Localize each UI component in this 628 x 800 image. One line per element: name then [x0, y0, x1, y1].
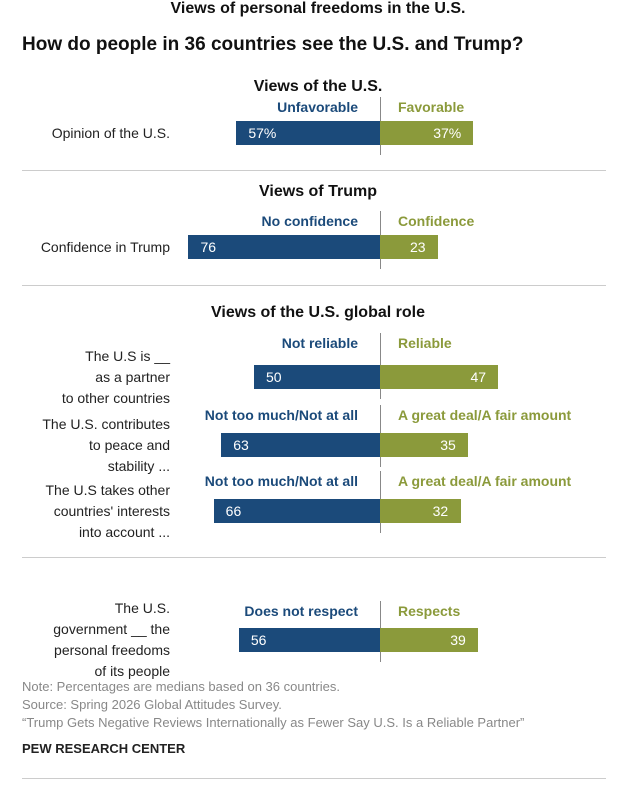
- data-label: 76: [200, 239, 217, 255]
- bar: [221, 433, 380, 457]
- bar: [254, 365, 380, 389]
- data-label: 57%: [248, 125, 277, 141]
- legend-label: A great deal/A fair amount: [398, 407, 572, 423]
- divider: [22, 285, 606, 286]
- legend-label: A great deal/A fair amount: [398, 473, 572, 489]
- legend-label: Favorable: [398, 99, 465, 115]
- data-label: 23: [409, 239, 426, 255]
- category-label: The U.S. government __ the personal free…: [53, 600, 170, 679]
- legend-label: Unfavorable: [277, 99, 358, 115]
- legend-label: Not too much/Not at all: [204, 473, 358, 489]
- data-label: 66: [225, 503, 242, 519]
- org: PEW RESEARCH CENTER: [22, 741, 186, 756]
- section-title: Views of the U.S. global role: [211, 304, 425, 321]
- bar: [380, 235, 438, 259]
- source: Source: Spring 2026 Global Attitudes Sur…: [22, 697, 282, 712]
- bar: [380, 365, 499, 389]
- data-label: 35: [440, 437, 456, 453]
- section-title: Views of Trump: [259, 183, 377, 200]
- data-label: 32: [432, 503, 449, 519]
- note: Note: Percentages are medians based on 3…: [22, 679, 340, 694]
- data-label: 37%: [433, 125, 462, 141]
- bar: [236, 121, 380, 145]
- category-label: The U.S is __ as a partner to other coun…: [61, 347, 170, 406]
- legend-label: No confidence: [261, 213, 358, 229]
- divider: [22, 557, 606, 558]
- legend-label: Not reliable: [281, 335, 358, 351]
- data-label: 47: [470, 369, 487, 385]
- category-label: Opinion of the U.S.: [51, 124, 170, 141]
- legend-label: Reliable: [398, 335, 452, 351]
- section-title: Views of personal freedoms in the U.S.: [170, 0, 466, 17]
- category-label: Confidence in Trump: [40, 238, 170, 255]
- category-label: The U.S takes other countries' interests…: [45, 481, 170, 540]
- chart-title: How do people in 36 countries see the U.…: [22, 34, 524, 55]
- divider: [22, 170, 606, 171]
- legend-label: Respects: [398, 603, 461, 619]
- bar: [380, 121, 474, 145]
- data-label: 63: [233, 437, 249, 453]
- bar: [188, 235, 380, 259]
- data-label: 39: [450, 632, 466, 648]
- legend-label: Confidence: [398, 213, 475, 229]
- legend-label: Does not respect: [244, 603, 358, 619]
- report: “Trump Gets Negative Reviews Internation…: [22, 715, 525, 730]
- bar: [380, 499, 461, 523]
- bar: [238, 628, 380, 652]
- bar: [380, 433, 469, 457]
- category-label: The U.S. contributes to peace and stabil…: [42, 415, 170, 474]
- divider: [22, 778, 606, 779]
- data-label: 50: [266, 369, 282, 385]
- legend-label: Not too much/Not at all: [204, 407, 358, 423]
- data-label: 56: [250, 632, 267, 648]
- section-title: Views of the U.S.: [253, 78, 383, 95]
- bar: [213, 499, 380, 523]
- bar: [380, 628, 479, 652]
